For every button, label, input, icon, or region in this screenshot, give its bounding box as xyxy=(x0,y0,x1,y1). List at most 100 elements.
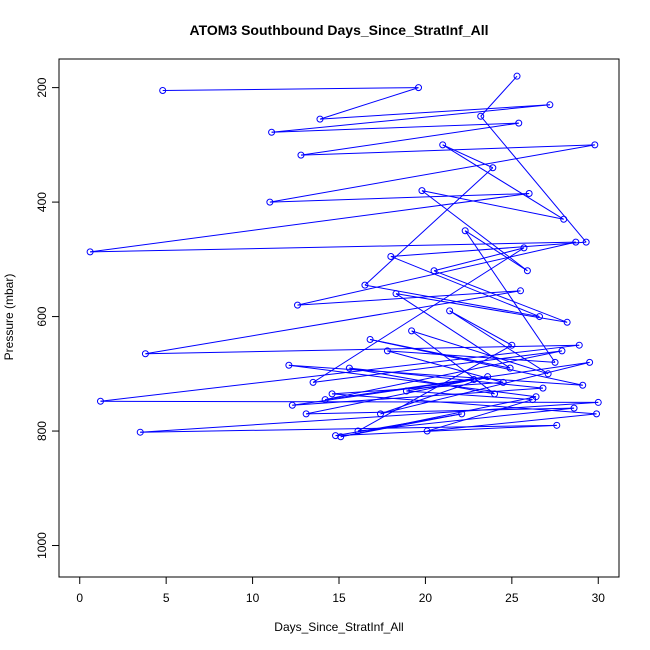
series-line-segment xyxy=(145,290,521,355)
series-line-segment xyxy=(90,193,530,253)
plot-layer xyxy=(86,72,602,441)
series-line-segment xyxy=(140,424,557,433)
series-line-segment xyxy=(433,247,525,272)
x-tick-label: 5 xyxy=(163,591,170,605)
data-point xyxy=(328,390,336,398)
series-line-segment xyxy=(480,75,518,117)
data-point xyxy=(575,341,583,349)
data-point xyxy=(366,335,374,343)
data-point xyxy=(551,358,559,366)
series-line-segment xyxy=(480,115,587,243)
series-line-segment xyxy=(162,87,419,91)
data-point xyxy=(591,141,599,149)
series-line-segment xyxy=(427,413,597,432)
data-point xyxy=(268,128,276,136)
data-point xyxy=(86,248,94,256)
data-point xyxy=(337,433,345,441)
data-point xyxy=(415,84,423,92)
x-tick-label: 10 xyxy=(246,591,260,605)
data-point xyxy=(461,227,469,235)
data-point xyxy=(392,290,400,298)
data-point xyxy=(523,267,531,275)
x-tick-label: 20 xyxy=(419,591,433,605)
y-tick-label: 400 xyxy=(35,192,49,212)
series-line-segment xyxy=(380,361,590,415)
series-line-segment xyxy=(332,381,504,395)
series-line-segment xyxy=(349,367,495,395)
data-point xyxy=(285,361,293,369)
series-line-segment xyxy=(449,310,549,375)
series-line-segment xyxy=(449,310,513,346)
data-point xyxy=(141,350,149,358)
series-line-segment xyxy=(395,293,568,323)
data-point xyxy=(361,281,369,289)
data-point xyxy=(529,396,537,404)
y-tick-label: 1000 xyxy=(35,532,49,559)
data-point xyxy=(508,341,516,349)
data-point xyxy=(458,410,466,418)
data-point xyxy=(297,151,305,159)
data-point xyxy=(539,384,547,392)
data-point xyxy=(332,432,340,440)
data-point xyxy=(525,190,533,198)
series-line-segment xyxy=(349,367,544,389)
series-group xyxy=(86,72,602,441)
series-line-segment xyxy=(269,144,595,203)
data-point xyxy=(288,401,296,409)
series-line-segment xyxy=(335,424,557,437)
series-line-segment xyxy=(312,247,525,383)
data-point xyxy=(593,410,601,418)
series-line-segment xyxy=(140,401,599,433)
y-tick-label: 800 xyxy=(35,421,49,441)
series-line-segment xyxy=(100,344,580,402)
data-point xyxy=(387,252,395,260)
series-line-segment xyxy=(442,144,494,169)
series-line-segment xyxy=(421,190,528,272)
data-point xyxy=(159,86,167,94)
axis-layer: 0 5 10 15 20 25 30 200 400 600 800 1000 xyxy=(35,77,605,605)
data-point xyxy=(544,370,552,378)
series-line-segment xyxy=(271,104,550,133)
data-point xyxy=(515,119,523,127)
series-line-segment xyxy=(464,230,556,363)
data-point xyxy=(383,347,391,355)
x-axis-label: Days_Since_StratInf_All xyxy=(274,620,403,634)
data-point xyxy=(570,404,578,412)
series-line-segment xyxy=(332,393,597,415)
data-point xyxy=(302,410,310,418)
data-point xyxy=(430,267,438,275)
data-point xyxy=(572,238,580,246)
data-point xyxy=(491,390,499,398)
x-tick-label: 0 xyxy=(76,591,83,605)
data-point xyxy=(535,313,543,321)
data-point xyxy=(520,244,528,252)
data-point xyxy=(423,427,431,435)
data-point xyxy=(376,410,384,418)
series-line-segment xyxy=(319,104,550,120)
series-line-segment xyxy=(406,379,474,392)
data-point xyxy=(446,307,454,315)
data-point xyxy=(96,397,104,405)
data-point xyxy=(558,347,566,355)
series-line-segment xyxy=(387,350,504,383)
series-line-segment xyxy=(288,364,583,386)
data-point xyxy=(513,72,521,80)
data-point xyxy=(586,358,594,366)
series-line-segment xyxy=(433,270,568,323)
series-line-segment xyxy=(319,87,419,120)
x-tick-label: 15 xyxy=(332,591,346,605)
y-tick-label: 200 xyxy=(35,77,49,97)
data-point xyxy=(484,373,492,381)
series-line-segment xyxy=(387,350,556,363)
series-line-segment xyxy=(300,122,519,156)
data-point xyxy=(516,287,524,295)
data-point xyxy=(489,164,497,172)
data-point xyxy=(294,301,302,309)
series-line-segment xyxy=(390,256,540,318)
data-point xyxy=(546,101,554,109)
series-line-segment xyxy=(292,361,590,406)
data-point xyxy=(418,187,426,195)
data-point xyxy=(316,115,324,123)
series-line-segment xyxy=(406,390,533,401)
